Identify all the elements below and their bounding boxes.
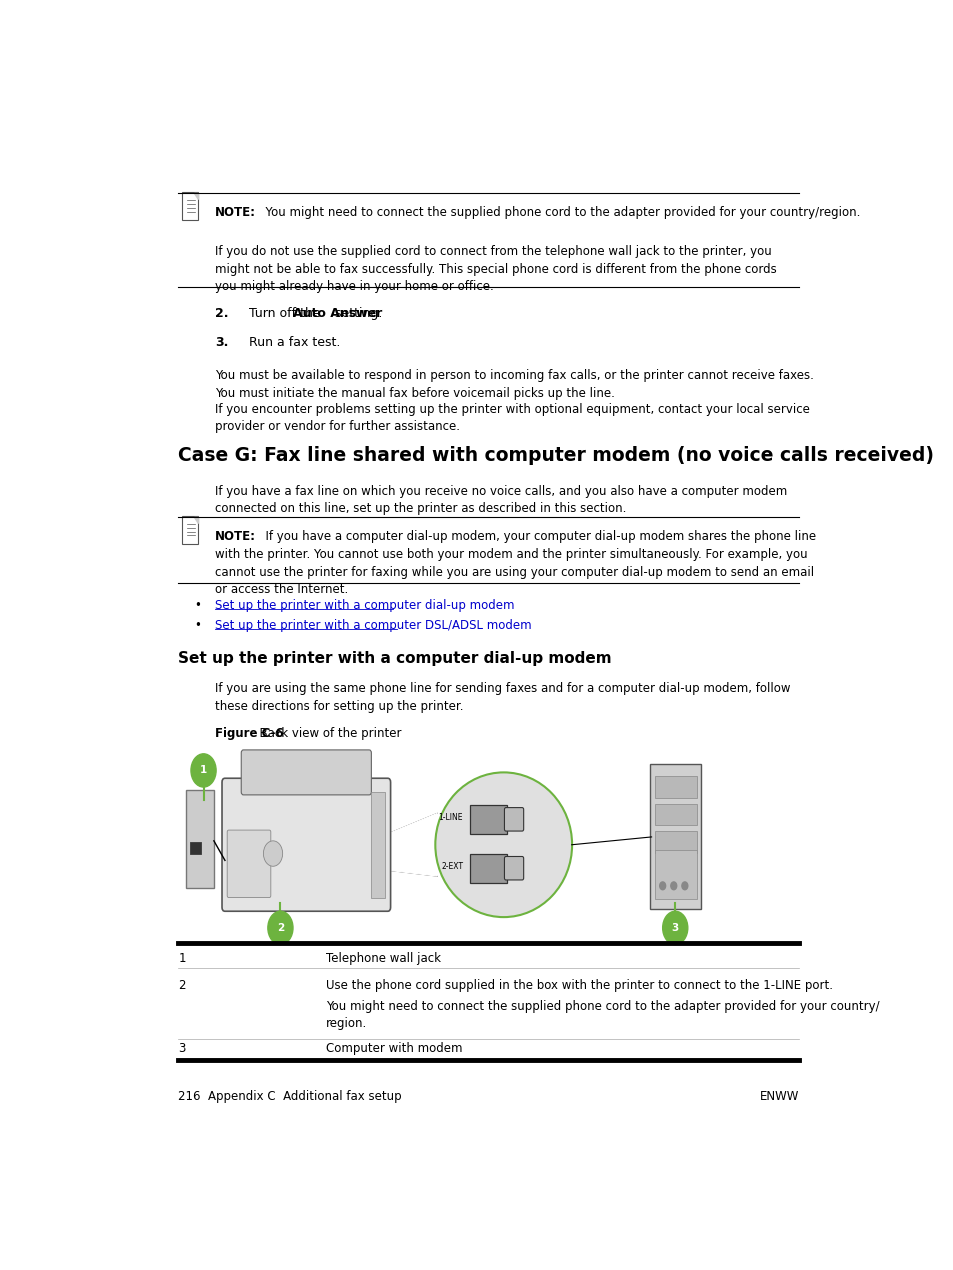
Ellipse shape (435, 772, 572, 917)
FancyBboxPatch shape (654, 776, 696, 798)
Circle shape (268, 912, 293, 945)
Text: Computer with modem: Computer with modem (326, 1043, 462, 1055)
Text: If you encounter problems setting up the printer with optional equipment, contac: If you encounter problems setting up the… (215, 403, 809, 433)
Text: ENWW: ENWW (760, 1090, 799, 1102)
Text: 1: 1 (200, 766, 207, 776)
Polygon shape (193, 193, 197, 199)
Polygon shape (387, 814, 436, 876)
Text: You might need to connect the supplied phone cord to the adapter provided for yo: You might need to connect the supplied p… (326, 1001, 879, 1030)
FancyBboxPatch shape (190, 842, 200, 853)
Text: Set up the printer with a computer dial-up modem: Set up the printer with a computer dial-… (215, 599, 515, 612)
Circle shape (263, 841, 282, 866)
Text: Figure C-6: Figure C-6 (215, 728, 284, 740)
Circle shape (659, 881, 665, 890)
Text: •: • (194, 599, 201, 612)
Circle shape (191, 754, 216, 787)
FancyBboxPatch shape (371, 792, 384, 898)
Text: Turn off the: Turn off the (249, 307, 324, 320)
Text: If you have a fax line on which you receive no voice calls, and you also have a : If you have a fax line on which you rece… (215, 485, 787, 516)
Text: 2: 2 (178, 979, 186, 992)
Text: You must be available to respond in person to incoming fax calls, or the printer: You must be available to respond in pers… (215, 370, 814, 400)
Text: 2.: 2. (215, 307, 229, 320)
Text: If you have a computer dial-up modem, your computer dial-up modem shares the pho: If you have a computer dial-up modem, yo… (257, 530, 815, 542)
Text: •: • (194, 618, 201, 632)
Polygon shape (193, 517, 197, 522)
Text: If you do not use the supplied cord to connect from the telephone wall jack to t: If you do not use the supplied cord to c… (215, 245, 777, 293)
FancyBboxPatch shape (469, 853, 506, 883)
FancyBboxPatch shape (241, 749, 371, 795)
FancyBboxPatch shape (654, 850, 696, 899)
Circle shape (662, 912, 687, 945)
Text: NOTE:: NOTE: (215, 530, 256, 542)
FancyBboxPatch shape (227, 831, 271, 898)
Text: 3: 3 (671, 923, 679, 933)
Circle shape (681, 881, 687, 890)
Text: setting.: setting. (331, 307, 382, 320)
Text: Run a fax test.: Run a fax test. (249, 337, 339, 349)
Text: You might need to connect the supplied phone cord to the adapter provided for yo: You might need to connect the supplied p… (257, 206, 859, 220)
Text: Set up the printer with a computer dial-up modem: Set up the printer with a computer dial-… (178, 652, 612, 667)
Circle shape (670, 881, 676, 890)
FancyBboxPatch shape (178, 734, 799, 940)
FancyBboxPatch shape (649, 763, 700, 909)
FancyBboxPatch shape (654, 831, 696, 852)
Text: 216  Appendix C  Additional fax setup: 216 Appendix C Additional fax setup (178, 1090, 401, 1102)
Text: Set up the printer with a computer DSL/ADSL modem: Set up the printer with a computer DSL/A… (215, 618, 532, 632)
FancyBboxPatch shape (182, 192, 198, 221)
Text: with the printer. You cannot use both your modem and the printer simultaneously.: with the printer. You cannot use both yo… (215, 549, 814, 597)
FancyBboxPatch shape (469, 805, 506, 834)
Text: Case G: Fax line shared with computer modem (no voice calls received): Case G: Fax line shared with computer mo… (178, 446, 933, 465)
Text: 2-EXT: 2-EXT (440, 862, 462, 871)
Text: 3: 3 (178, 1043, 186, 1055)
Text: 3.: 3. (215, 337, 229, 349)
Text: If you are using the same phone line for sending faxes and for a computer dial-u: If you are using the same phone line for… (215, 682, 790, 712)
Text: Auto Answer: Auto Answer (293, 307, 382, 320)
Text: 1-LINE: 1-LINE (438, 813, 462, 822)
Text: Back view of the printer: Back view of the printer (252, 728, 401, 740)
FancyBboxPatch shape (186, 790, 213, 888)
FancyBboxPatch shape (504, 856, 523, 880)
Text: 2: 2 (276, 923, 284, 933)
Text: Use the phone cord supplied in the box with the printer to connect to the 1-LINE: Use the phone cord supplied in the box w… (326, 979, 832, 992)
Text: Telephone wall jack: Telephone wall jack (326, 952, 441, 965)
FancyBboxPatch shape (504, 808, 523, 831)
Text: 1: 1 (178, 952, 186, 965)
FancyBboxPatch shape (182, 516, 198, 544)
FancyBboxPatch shape (222, 779, 390, 912)
FancyBboxPatch shape (654, 804, 696, 826)
Text: NOTE:: NOTE: (215, 206, 256, 220)
